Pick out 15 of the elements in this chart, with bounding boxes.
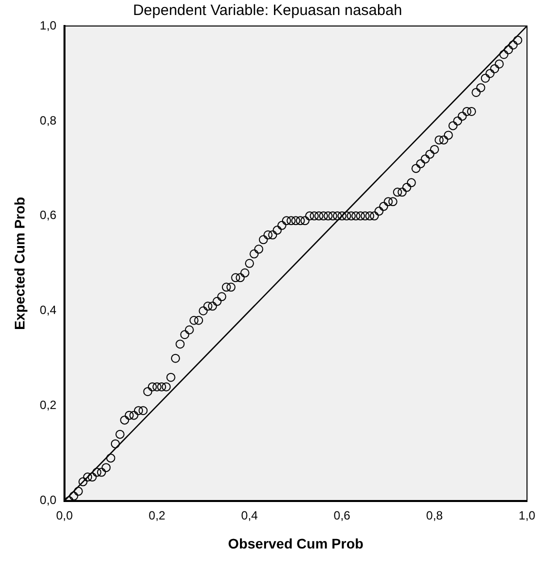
y-tick-label: 0,2 (40, 398, 57, 412)
y-tick-label: 1,0 (40, 18, 57, 32)
y-tick-label: 0,4 (40, 303, 57, 318)
x-tick-label: 0,2 (148, 508, 166, 522)
y-tick-label: 0,8 (40, 113, 57, 128)
x-axis-title: Observed Cum Prob (228, 535, 364, 552)
y-axis-title: Expected Cum Prob (11, 196, 28, 330)
x-tick-label: 0,6 (334, 508, 351, 522)
x-tick-label: 0,4 (241, 508, 258, 522)
y-tick-label: 0,0 (40, 493, 57, 508)
chart-title: Dependent Variable: Kepuasan nasabah (132, 2, 402, 20)
x-tick-label: 0,0 (56, 508, 74, 522)
y-tick-label: 0,6 (40, 208, 57, 222)
x-tick-label: 0,8 (426, 508, 444, 522)
x-tick-label: 1,0 (518, 508, 536, 522)
